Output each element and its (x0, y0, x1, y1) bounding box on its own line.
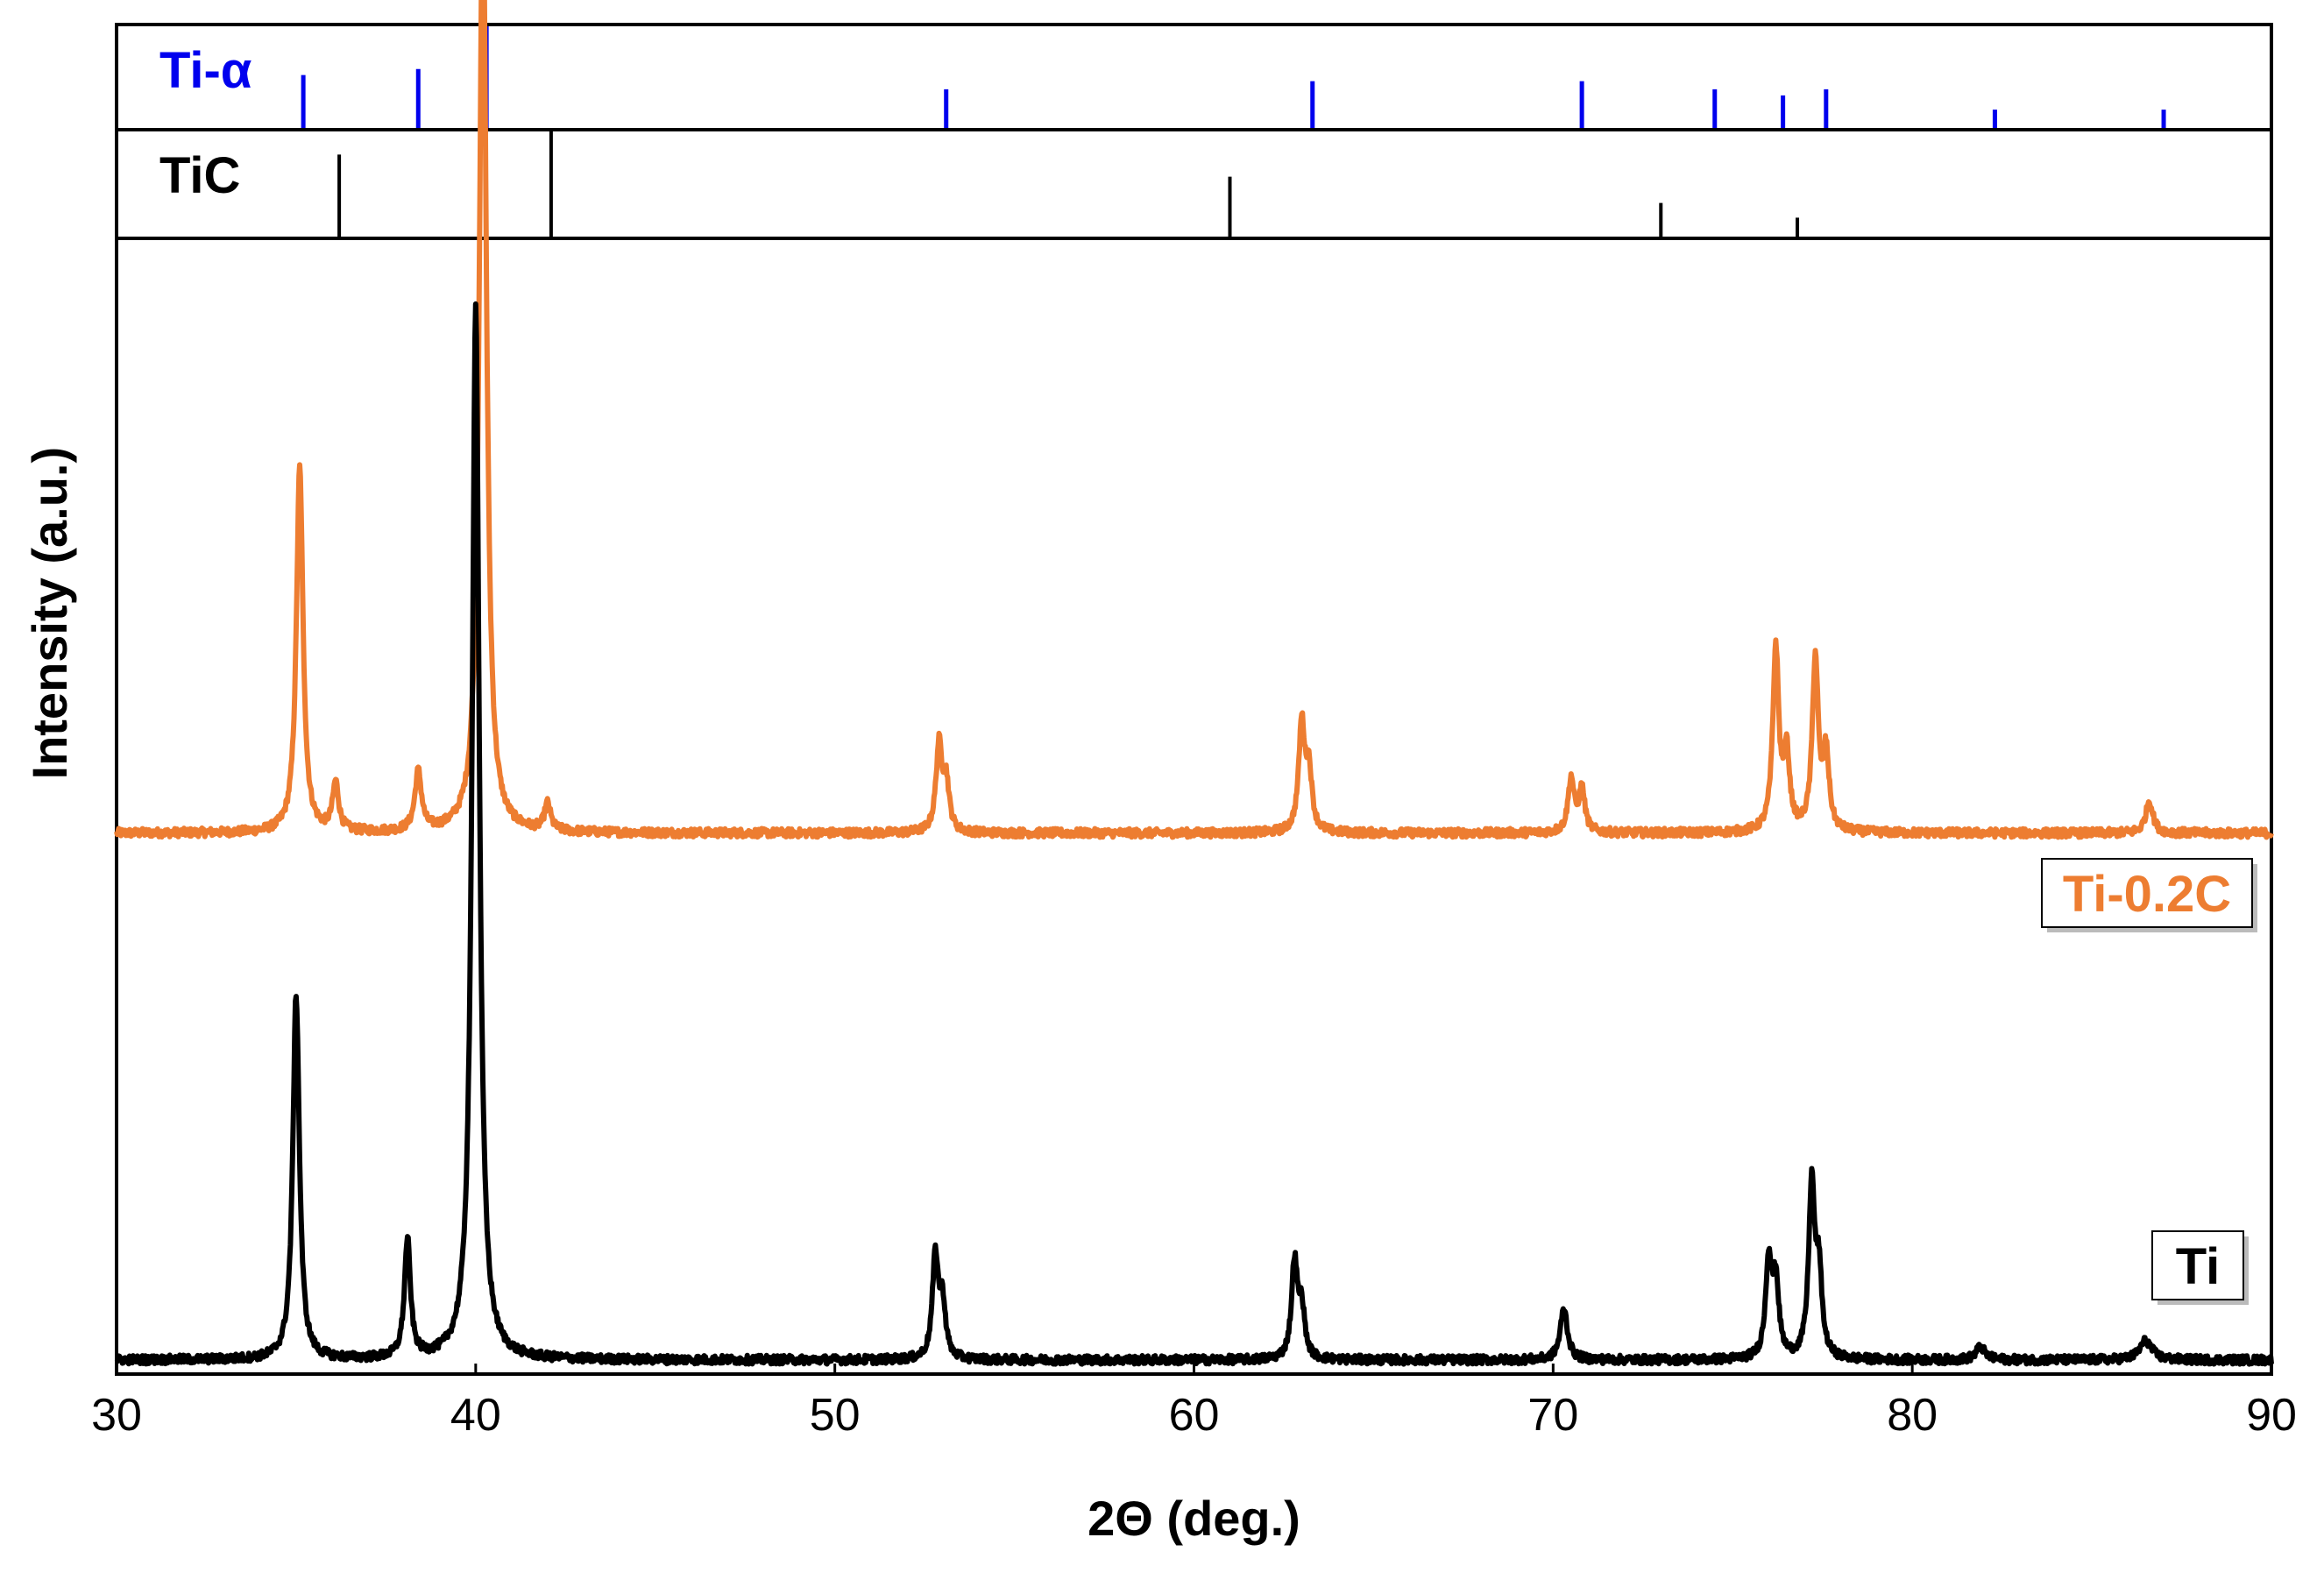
x-tick-label-80: 80 (1887, 1390, 1938, 1441)
legend-label-ti: Ti (2176, 1238, 2221, 1295)
legend-box-ti (2151, 1230, 2244, 1300)
reference-label-tic: TiC (159, 147, 240, 204)
legend-label-ti-0-2c: Ti-0.2C (2063, 866, 2231, 923)
x-tick-label-30: 30 (91, 1390, 142, 1441)
series-line-ti (114, 301, 2274, 1367)
x-tick-label-70: 70 (1527, 1390, 1578, 1441)
x-tick-label-90: 90 (2246, 1390, 2297, 1441)
legend-box-ti-0-2c (2041, 858, 2253, 928)
series-layer (114, 0, 2274, 1367)
x-tick-label-50: 50 (810, 1390, 861, 1441)
y-axis-title: Intensity (a.u.) (22, 447, 77, 780)
x-tick-label-40: 40 (450, 1390, 501, 1441)
x-axis: 30 40 50 60 70 80 90 (91, 1364, 2297, 1441)
reference-label-ti-alpha: Ti-α (159, 42, 252, 99)
x-axis-title: 2Θ (deg.) (1088, 1491, 1300, 1546)
legend: Ti-0.2C Ti (2041, 858, 2257, 1305)
x-tick-label-60: 60 (1169, 1390, 1220, 1441)
